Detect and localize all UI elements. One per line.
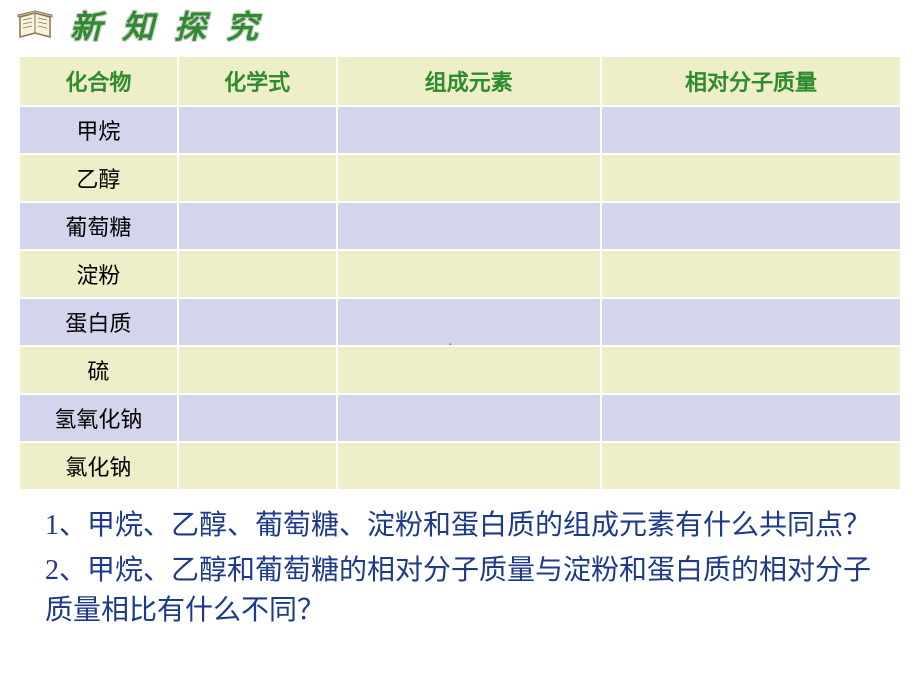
- chemistry-table-container: 化合物 化学式 组成元素 相对分子质量 甲烷 乙醇 葡萄糖: [18, 55, 902, 491]
- book-icon: [15, 5, 55, 45]
- table-cell: [337, 202, 602, 250]
- table-cell: 硫: [19, 346, 178, 394]
- page-header: 新知探究: [0, 0, 920, 50]
- table-header-elements: 组成元素: [337, 56, 602, 106]
- question-2: 2、甲烷、乙醇和葡萄糖的相对分子质量与淀粉和蛋白质的相对分子质量相比有什么不同？: [45, 551, 880, 632]
- table-cell: [337, 346, 602, 394]
- table-row: 蛋白质: [19, 298, 901, 346]
- table-header-row: 化合物 化学式 组成元素 相对分子质量: [19, 56, 901, 106]
- table-header-compound: 化合物: [19, 56, 178, 106]
- table-cell: [337, 250, 602, 298]
- table-row: 甲烷: [19, 106, 901, 154]
- table-cell: [178, 442, 337, 490]
- table-cell: 乙醇: [19, 154, 178, 202]
- table-cell: [178, 154, 337, 202]
- title-char-4: 究: [226, 9, 278, 45]
- table-cell: [601, 394, 901, 442]
- table-cell: [601, 154, 901, 202]
- title-char-1: 新: [70, 9, 122, 45]
- table-cell: [337, 154, 602, 202]
- table-cell: [601, 250, 901, 298]
- table-cell: 蛋白质: [19, 298, 178, 346]
- page-title: 新知探究: [70, 2, 278, 48]
- chemistry-table: 化合物 化学式 组成元素 相对分子质量 甲烷 乙醇 葡萄糖: [18, 55, 902, 491]
- table-row: 氯化钠: [19, 442, 901, 490]
- title-char-3: 探: [174, 9, 226, 45]
- table-cell: [601, 442, 901, 490]
- table-cell: [337, 106, 602, 154]
- table-cell: [178, 106, 337, 154]
- table-cell: [337, 298, 602, 346]
- table-cell: [178, 250, 337, 298]
- table-cell: 氢氧化钠: [19, 394, 178, 442]
- table-cell: [337, 394, 602, 442]
- table-cell: [601, 106, 901, 154]
- table-cell: [178, 346, 337, 394]
- center-indicator: ·: [448, 338, 453, 354]
- table-cell: 氯化钠: [19, 442, 178, 490]
- questions-section: 1、甲烷、乙醇、葡萄糖、淀粉和蛋白质的组成元素有什么共同点？ 2、甲烷、乙醇和葡…: [45, 506, 880, 632]
- table-cell: 淀粉: [19, 250, 178, 298]
- table-cell: [601, 298, 901, 346]
- table-cell: [601, 202, 901, 250]
- title-char-2: 知: [122, 9, 174, 45]
- question-1: 1、甲烷、乙醇、葡萄糖、淀粉和蛋白质的组成元素有什么共同点？: [45, 506, 880, 547]
- table-row: 乙醇: [19, 154, 901, 202]
- table-cell: [337, 442, 602, 490]
- table-row: 硫: [19, 346, 901, 394]
- table-cell: 葡萄糖: [19, 202, 178, 250]
- table-header-mass: 相对分子质量: [601, 56, 901, 106]
- table-row: 葡萄糖: [19, 202, 901, 250]
- table-cell: [178, 394, 337, 442]
- table-header-formula: 化学式: [178, 56, 337, 106]
- table-cell: [178, 202, 337, 250]
- table-row: 淀粉: [19, 250, 901, 298]
- table-cell: [601, 346, 901, 394]
- table-cell: [178, 298, 337, 346]
- table-row: 氢氧化钠: [19, 394, 901, 442]
- table-cell: 甲烷: [19, 106, 178, 154]
